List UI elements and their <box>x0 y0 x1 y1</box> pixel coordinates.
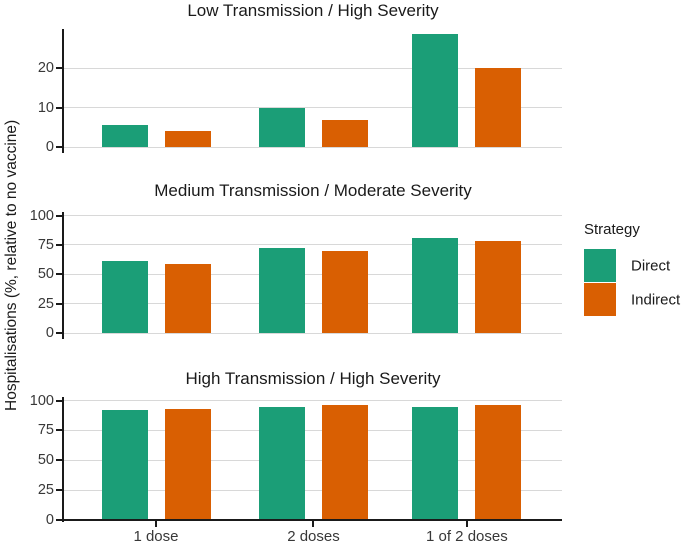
y-tick-label: 50 <box>37 452 54 469</box>
panel-title: Medium Transmission / Moderate Severity <box>154 181 472 200</box>
gridline <box>64 332 562 334</box>
x-tick <box>154 521 157 527</box>
y-tick-label: 25 <box>37 295 54 312</box>
gridline <box>64 429 562 431</box>
bar-indirect <box>164 263 211 333</box>
legend-item-direct: Direct <box>584 249 686 283</box>
legend-item-indirect: Indirect <box>584 283 686 317</box>
bar-indirect <box>164 131 211 147</box>
y-tick-label: 25 <box>37 482 54 499</box>
y-tick <box>56 519 62 521</box>
bar-indirect <box>322 250 368 333</box>
bar-direct <box>412 237 459 333</box>
y-tick <box>56 302 62 305</box>
bar-indirect <box>164 408 211 520</box>
bar-indirect <box>475 68 522 147</box>
bar-direct <box>259 107 305 147</box>
bar-direct <box>259 248 305 333</box>
y-tick-label: 50 <box>37 266 54 283</box>
bar-direct <box>101 410 148 520</box>
y-tick-label: 20 <box>37 60 54 77</box>
gridline <box>64 107 562 109</box>
bar-indirect <box>322 119 368 147</box>
legend-swatch-direct <box>584 249 616 282</box>
y-tick <box>56 67 62 70</box>
gridline <box>64 489 562 491</box>
bar-indirect <box>475 241 522 333</box>
y-tick <box>56 489 62 492</box>
y-tick-label: 0 <box>45 325 54 341</box>
x-tick <box>312 521 315 527</box>
gridline <box>64 215 562 217</box>
legend-label-indirect: Indirect <box>631 291 681 309</box>
y-axis-line <box>62 29 64 153</box>
bar-indirect <box>475 405 522 520</box>
x-tick-label: 1 dose <box>133 528 179 545</box>
y-tick <box>56 459 62 462</box>
bar-direct <box>412 406 459 520</box>
y-tick-label: 100 <box>29 207 54 224</box>
bar-indirect <box>322 405 368 520</box>
bar-direct <box>101 261 148 333</box>
y-tick-label: 75 <box>37 236 54 253</box>
plot-area: 0 10 20 <box>38 29 562 155</box>
y-tick <box>56 332 62 334</box>
x-tick-label: 2 doses <box>287 528 340 545</box>
x-axis-line <box>62 519 562 521</box>
gridline <box>64 459 562 461</box>
panel-title: High Transmission / High Severity <box>185 369 441 388</box>
y-tick <box>56 399 62 402</box>
y-tick <box>56 273 62 276</box>
y-tick <box>56 243 62 246</box>
gridline <box>64 244 562 246</box>
bar-direct <box>412 34 459 147</box>
y-tick-label: 0 <box>45 512 54 528</box>
bar-direct <box>101 125 148 147</box>
y-tick-label: 100 <box>29 392 54 409</box>
legend-swatch-indirect <box>584 283 616 316</box>
y-tick-label: 10 <box>37 99 54 116</box>
y-axis-line <box>62 397 64 522</box>
gridline <box>64 303 562 305</box>
x-tick <box>465 521 468 527</box>
y-tick-label: 75 <box>37 422 54 439</box>
legend: Strategy Direct Indirect <box>584 221 686 317</box>
y-tick <box>56 146 62 148</box>
legend-title: Strategy <box>584 221 640 238</box>
panel-title: Low Transmission / High Severity <box>187 1 439 20</box>
y-tick <box>56 106 62 109</box>
bar-direct <box>259 406 305 520</box>
gridline <box>64 273 562 275</box>
legend-label-direct: Direct <box>631 257 671 275</box>
gridline <box>64 400 562 402</box>
gridline <box>64 67 562 69</box>
gridline <box>64 146 562 148</box>
y-tick <box>56 214 62 217</box>
x-tick-label: 1 of 2 doses <box>426 528 508 545</box>
y-tick-label: 0 <box>45 139 54 155</box>
plot-area: 0 25 50 75 100 <box>30 393 562 528</box>
y-tick <box>56 429 62 432</box>
plot-area: 0 25 50 75 100 <box>30 208 562 341</box>
y-axis-line <box>62 212 64 339</box>
